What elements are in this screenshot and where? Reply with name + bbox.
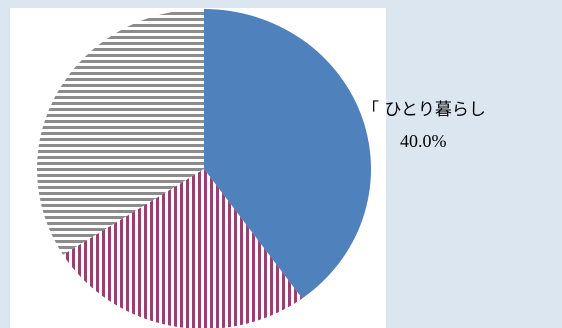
slice-value-label: 40.0% (400, 131, 447, 151)
slice-label: 「 ひとり暮らし (362, 100, 486, 120)
pie-slice (204, 9, 372, 299)
pie-slice (37, 9, 205, 255)
pie-slice (62, 169, 303, 328)
